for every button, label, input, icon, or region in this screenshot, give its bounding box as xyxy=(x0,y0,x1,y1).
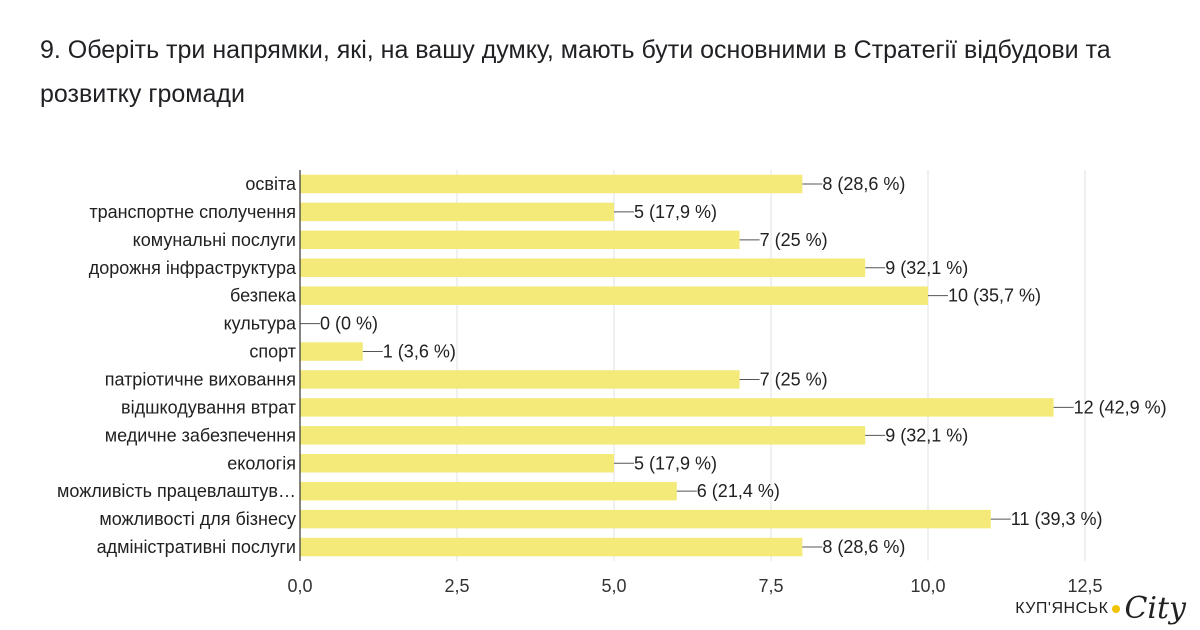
x-tick-label: 10,0 xyxy=(910,576,945,596)
data-label: 7 (25 %) xyxy=(760,369,828,389)
category-label: медичне забезпечення xyxy=(105,425,296,445)
bar xyxy=(300,481,677,501)
category-label: транспортне сполучення xyxy=(89,202,296,222)
bar xyxy=(300,342,363,361)
category-label: безпека xyxy=(230,286,297,306)
bar xyxy=(300,286,928,305)
bar xyxy=(300,537,803,557)
category-label: освіта xyxy=(245,174,297,194)
x-tick-label: 2,5 xyxy=(444,576,469,596)
bar xyxy=(300,426,866,445)
data-label: 5 (17,9 %) xyxy=(634,453,717,473)
category-label: можливості для бізнесу xyxy=(99,509,296,529)
bar xyxy=(300,258,866,277)
kupiansk-city-logo: КУП'ЯНСЬК City xyxy=(1015,594,1186,624)
bar xyxy=(300,509,991,529)
x-tick-label: 5,0 xyxy=(601,576,626,596)
data-label: 7 (25 %) xyxy=(760,230,828,250)
x-tick-label: 12,5 xyxy=(1067,576,1102,596)
logo-city-text: City xyxy=(1124,591,1186,626)
data-label: 0 (0 %) xyxy=(320,314,378,334)
category-label: адміністративні послуги xyxy=(97,537,296,557)
category-label: спорт xyxy=(249,342,296,362)
data-label: 10 (35,7 %) xyxy=(948,286,1041,306)
bar xyxy=(300,370,740,389)
bar xyxy=(300,230,740,250)
bar xyxy=(300,174,803,194)
bar xyxy=(300,398,1054,417)
data-label: 8 (28,6 %) xyxy=(822,174,905,194)
x-tick-label: 7,5 xyxy=(758,576,783,596)
category-label: можливість працевлаштув… xyxy=(57,481,296,501)
data-label: 11 (39,3 %) xyxy=(1011,509,1103,529)
category-label: екологія xyxy=(227,453,296,473)
data-label: 8 (28,6 %) xyxy=(822,537,905,557)
category-label: відшкодування втрат xyxy=(121,397,296,417)
chart-title: 9. Оберіть три напрямки, які, на вашу ду… xyxy=(40,36,1111,108)
data-label: 12 (42,9 %) xyxy=(1074,397,1167,417)
x-tick-label: 0,0 xyxy=(287,576,312,596)
data-label: 1 (3,6 %) xyxy=(383,342,456,362)
category-label: комунальні послуги xyxy=(133,230,296,250)
category-label: патріотичне виховання xyxy=(105,369,296,389)
category-label: дорожня інфраструктура xyxy=(89,258,297,278)
data-label: 9 (32,1 %) xyxy=(885,425,968,445)
logo-text: КУП'ЯНСЬК xyxy=(1015,600,1109,617)
data-label: 6 (21,4 %) xyxy=(697,481,780,501)
data-label: 9 (32,1 %) xyxy=(885,258,968,278)
category-label: культура xyxy=(224,314,297,334)
data-label: 5 (17,9 %) xyxy=(634,202,717,222)
bar xyxy=(300,454,614,473)
bar xyxy=(300,202,614,222)
logo-dot-icon xyxy=(1112,605,1121,613)
